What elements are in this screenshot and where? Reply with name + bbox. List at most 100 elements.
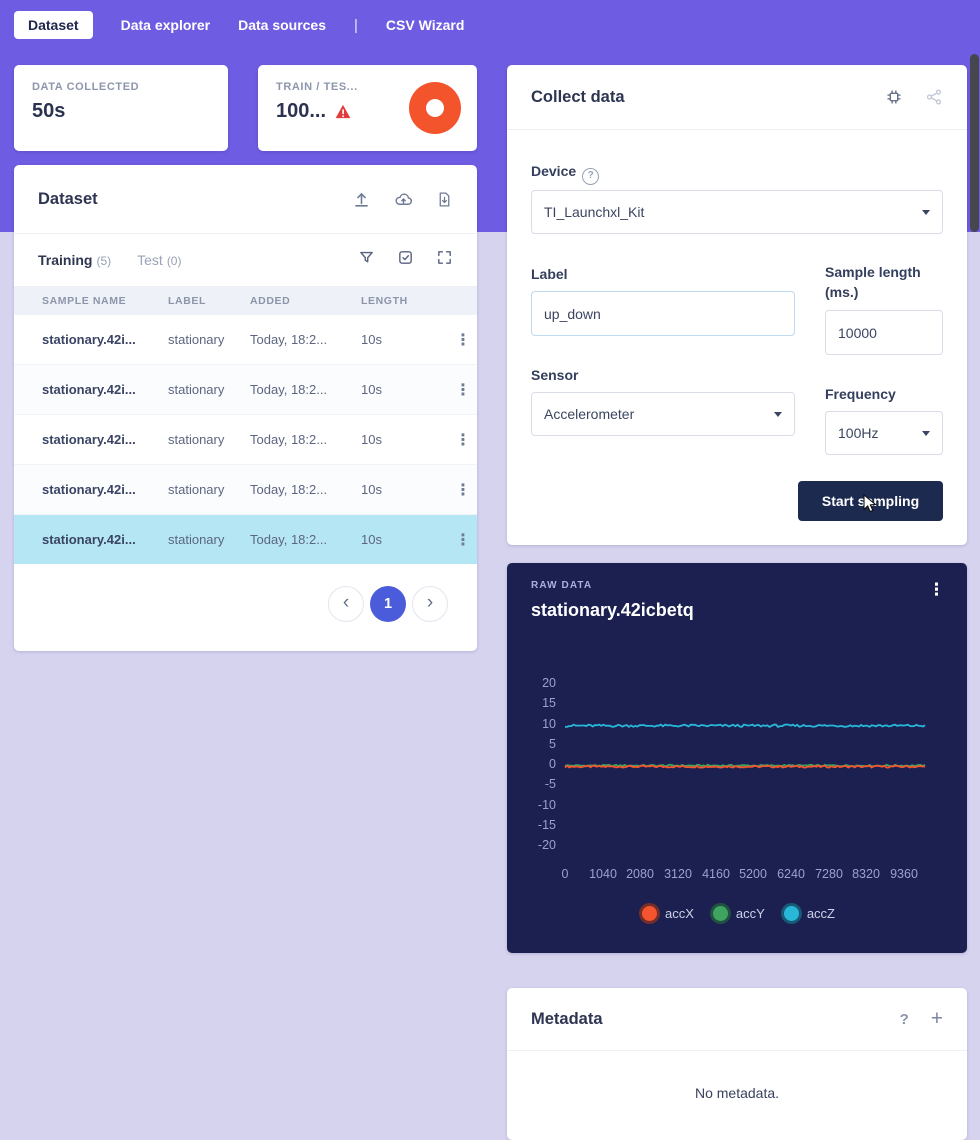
legend-label: accZ [806, 906, 835, 921]
pagination-prev-button[interactable]: ‹ [328, 586, 364, 622]
dataset-tabs-row: Training (5) Test (0) [14, 234, 477, 287]
dataset-card: Dataset Training (5) Test (0) SAMPLE NAME [14, 165, 477, 651]
accy-dot-icon [709, 903, 731, 924]
raw-data-card: RAW DATA ⋮ stationary.42icbetq 20 15 10 … [507, 563, 967, 953]
device-select[interactable]: TI_Launchxl_Kit [531, 190, 943, 234]
select-all-checkbox-icon[interactable] [397, 249, 414, 271]
upload-icon[interactable] [352, 190, 371, 209]
legend-label: accY [735, 906, 765, 921]
dataset-card-header: Dataset [14, 165, 477, 234]
metadata-title: Metadata [531, 1009, 603, 1028]
x-tick: 2080 [626, 867, 654, 881]
x-tick: 8320 [852, 867, 880, 881]
raw-data-chart [564, 723, 926, 769]
dataset-tools [358, 249, 453, 271]
metadata-add-icon[interactable]: + [930, 1007, 943, 1030]
row-menu-icon[interactable]: ⋮ [455, 481, 471, 499]
table-row[interactable]: stationary.42i... stationary Today, 18:2… [14, 364, 477, 414]
sample-name: stationary.42i... [42, 432, 136, 447]
sensor-select[interactable]: Accelerometer [531, 392, 795, 436]
navbar: Dataset Data explorer Data sources | CSV… [0, 0, 980, 50]
train-test-donut-chart [409, 82, 461, 134]
sample-length: 10s [361, 432, 382, 447]
tab-test-count: (0) [166, 254, 182, 268]
train-test-title: TRAIN / TES... [276, 81, 358, 93]
legend-item-accy[interactable]: accY [709, 903, 765, 924]
legend-item-accx[interactable]: accX [639, 903, 694, 924]
table-row[interactable]: stationary.42i... stationary Today, 18:2… [14, 514, 477, 564]
expand-icon[interactable] [436, 249, 453, 271]
frequency-select[interactable]: 100Hz [825, 411, 943, 455]
sample-label: stationary [168, 382, 225, 397]
pagination: ‹ 1 › [14, 564, 477, 622]
table-row[interactable]: stationary.42i... stationary Today, 18:2… [14, 314, 477, 364]
tab-test-label: Test [137, 252, 163, 268]
dataset-title: Dataset [38, 189, 98, 208]
accz-dot-icon [780, 903, 802, 924]
sample-length-input[interactable] [825, 310, 943, 355]
metadata-icons: ? + [900, 1007, 943, 1031]
row-menu-icon[interactable]: ⋮ [455, 381, 471, 399]
row-menu-icon[interactable]: ⋮ [455, 531, 471, 549]
chevron-down-icon [922, 430, 930, 436]
table-row[interactable]: stationary.42i... stationary Today, 18:2… [14, 464, 477, 514]
row-menu-icon[interactable]: ⋮ [455, 431, 471, 449]
sample-name: stationary.42i... [42, 482, 136, 497]
collect-data-header: Collect data [507, 65, 967, 130]
chart-legend: accX accY accZ [507, 903, 967, 924]
label-input[interactable] [531, 291, 795, 336]
train-test-card: TRAIN / TES... 100... [258, 65, 477, 151]
nav-tab-data-sources[interactable]: Data sources [238, 17, 327, 33]
row-menu-icon[interactable]: ⋮ [455, 331, 471, 349]
device-select-value: TI_Launchxl_Kit [544, 204, 645, 220]
sample-length: 10s [361, 482, 382, 497]
tab-test[interactable]: Test (0) [137, 252, 181, 268]
device-label: Device? [531, 161, 600, 185]
col-sample-name: SAMPLE NAME [42, 294, 127, 307]
tab-training[interactable]: Training (5) [38, 252, 111, 268]
sample-length: 10s [361, 332, 382, 347]
sample-length: 10s [361, 532, 382, 547]
frequency-select-value: 100Hz [838, 425, 879, 441]
connect-fork-icon[interactable] [925, 88, 943, 106]
raw-data-title: stationary.42icbetq [531, 600, 694, 620]
x-tick: 6240 [777, 867, 805, 881]
sample-added: Today, 18:2... [250, 382, 328, 397]
x-tick: 1040 [589, 867, 617, 881]
sample-label: stationary [168, 532, 225, 547]
metadata-help-icon[interactable]: ? [899, 1010, 909, 1028]
mouse-cursor [863, 494, 877, 513]
y-tick: -5 [544, 777, 556, 791]
y-tick: -20 [537, 838, 556, 852]
nav-tab-csv-wizard[interactable]: CSV Wizard [385, 17, 465, 33]
y-tick: 20 [542, 676, 556, 690]
col-label: LABEL [168, 294, 206, 307]
data-collected-card: DATA COLLECTED 50s [14, 65, 228, 151]
y-tick: -15 [537, 818, 556, 832]
y-tick: 5 [549, 737, 556, 751]
x-tick: 5200 [739, 867, 767, 881]
cloud-upload-icon[interactable] [393, 190, 414, 209]
col-length: LENGTH [361, 294, 408, 307]
nav-tab-dataset[interactable]: Dataset [14, 11, 93, 39]
y-tick: 15 [542, 696, 556, 710]
legend-item-accz[interactable]: accZ [780, 903, 835, 924]
sample-length: 10s [361, 382, 382, 397]
tab-training-count: (5) [96, 254, 112, 268]
pagination-page-1[interactable]: 1 [370, 586, 406, 622]
pagination-next-button[interactable]: › [412, 586, 448, 622]
raw-data-menu-icon[interactable]: ⋮ [928, 580, 945, 599]
device-board-icon[interactable] [885, 88, 903, 106]
filter-icon[interactable] [358, 249, 375, 271]
device-help-icon[interactable]: ? [582, 167, 600, 185]
y-tick: 0 [549, 757, 556, 771]
scrollbar-thumb[interactable] [970, 54, 979, 232]
sample-added: Today, 18:2... [250, 482, 328, 497]
table-body: stationary.42i... stationary Today, 18:2… [14, 314, 477, 564]
sample-name: stationary.42i... [42, 382, 136, 397]
tab-training-label: Training [38, 252, 93, 268]
sensor-label: Sensor [531, 367, 579, 383]
nav-tab-data-explorer[interactable]: Data explorer [120, 17, 211, 33]
file-export-icon[interactable] [436, 190, 453, 209]
table-row[interactable]: stationary.42i... stationary Today, 18:2… [14, 414, 477, 464]
